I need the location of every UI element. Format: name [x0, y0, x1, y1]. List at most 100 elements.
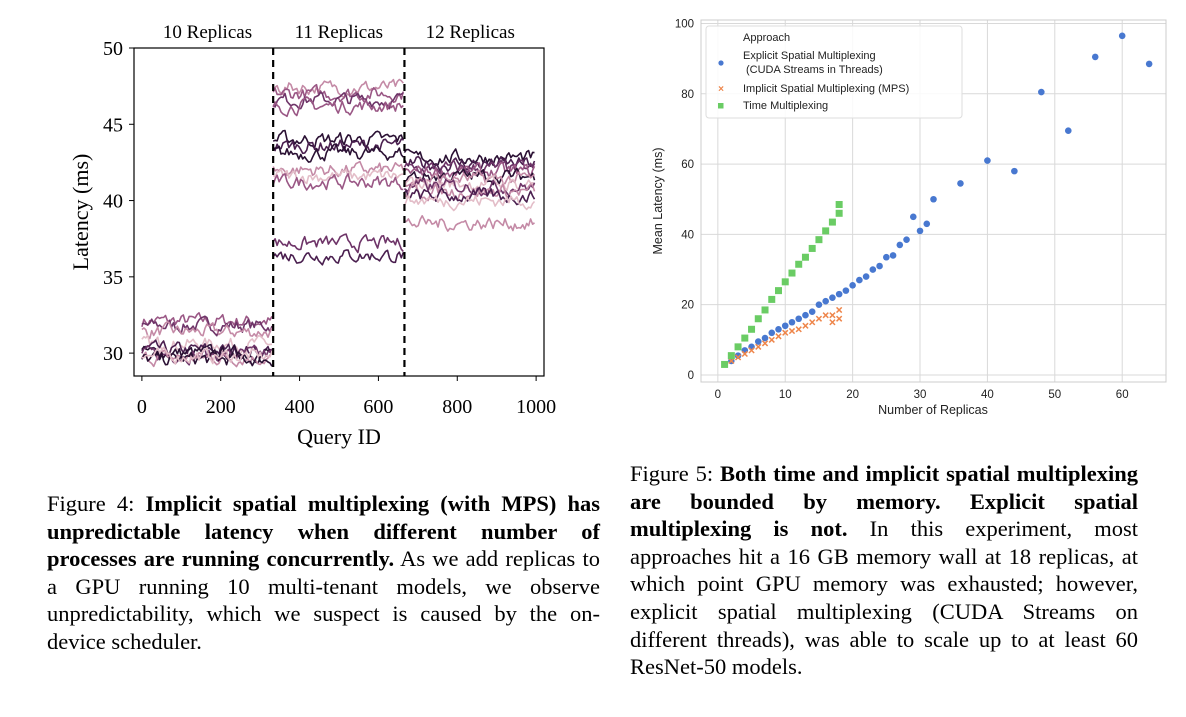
x-axis-ticks: 0 200 400 600 800 1000 [137, 376, 556, 418]
latency-series-line [272, 91, 404, 110]
latency-series-line [403, 161, 536, 180]
plot-frame [700, 19, 1167, 383]
figure-5-caption-text: In this experiment, most approaches hit … [630, 516, 1139, 680]
explicit-point [829, 294, 836, 301]
time-multiplex-point [835, 201, 843, 209]
legend-box [705, 25, 963, 119]
y-tick-label: 80 [681, 89, 694, 101]
legend-marker-explicit [718, 60, 724, 66]
x-tick-label: 800 [442, 396, 472, 418]
legend: Approach Explicit Spatial Multiplexing (… [705, 25, 963, 119]
latency-series-line [272, 168, 404, 185]
explicit-point [876, 262, 883, 270]
time-multiplex-point [721, 360, 729, 368]
explicit-point [862, 273, 870, 280]
latency-series-line [141, 315, 273, 337]
explicit-point [748, 343, 755, 351]
y-axis-ticks: 30 35 40 45 50 [103, 38, 134, 365]
implicit-point [728, 357, 735, 365]
figure-4-latency-chart: 10 Replicas 11 Replicas 12 Replicas 0 200 40… [68, 22, 556, 449]
explicit-point [903, 236, 910, 243]
figure-5-caption-label: Figure 5: [630, 461, 714, 486]
implicit-point [802, 322, 809, 329]
time-multiplex-point [828, 218, 836, 226]
x-tick-label: 10 [779, 389, 792, 401]
figure-4-caption-label: Figure 4: [47, 491, 135, 516]
legend-label-explicit-line2: (CUDA Streams in Threads) [746, 64, 883, 76]
time-multiplex-point [741, 334, 749, 342]
x-axis-label: Query ID [297, 424, 381, 449]
explicit-point [754, 338, 762, 345]
implicit-point [748, 347, 755, 354]
y-tick-label: 30 [103, 343, 123, 365]
time-multiplex-point [795, 260, 803, 268]
figure-4-caption-bold: Implicit spatial multiplexing (with MPS)… [47, 491, 600, 572]
x-tick-label: 30 [914, 389, 927, 401]
time-multiplex-point [748, 325, 756, 333]
explicit-point [822, 297, 829, 305]
latency-series-group [141, 78, 536, 368]
y-tick-label: 100 [675, 19, 694, 31]
explicit-point [849, 282, 856, 289]
explicit-point [815, 301, 823, 308]
y-tick-label: 40 [681, 229, 694, 241]
implicit-point [836, 306, 843, 314]
time-multiplex-point [781, 278, 789, 286]
latency-series-line [272, 143, 404, 163]
explicit-point [842, 287, 850, 294]
legend-marker-implicit: × [718, 84, 724, 95]
implicit-point [822, 312, 829, 319]
x-axis-ticks: 0 10 20 30 40 50 60 [715, 389, 1129, 401]
latency-series-line [141, 344, 273, 366]
explicit-point [781, 322, 789, 330]
plot-frame [133, 47, 545, 377]
explicit-point [1091, 53, 1099, 61]
region-label: 10 Replicas [163, 22, 252, 43]
latency-series-line [141, 350, 273, 367]
time-multiplex-point [768, 295, 776, 303]
figure-4-caption-text: As we add replicas to a GPU running 10 m… [47, 546, 600, 654]
explicit-point [835, 290, 843, 298]
explicit-point [856, 276, 863, 284]
latency-series-line [272, 78, 404, 99]
implicit-point [788, 327, 796, 335]
explicit-point [1145, 60, 1153, 68]
explicit-point [768, 329, 776, 337]
time-multiplex-point [815, 236, 823, 244]
latency-series-line [403, 182, 536, 202]
latency-series-line [141, 346, 273, 365]
time-multiplex-point [761, 306, 769, 314]
latency-series-line [272, 173, 404, 191]
x-axis-label: Number of Replicas [878, 403, 988, 417]
latency-series-line [141, 349, 273, 368]
explicit-point [916, 227, 924, 235]
time-multiplex-point [734, 343, 742, 351]
y-axis-label: Mean Latency (ms) [651, 148, 665, 255]
implicit-point [836, 315, 843, 322]
legend-title: Approach [743, 32, 790, 44]
implicit-point [755, 343, 762, 350]
explicit-point [896, 241, 904, 249]
figure-5-caption-bold: Both time and implicit spatial multiplex… [630, 461, 1139, 542]
time-multiplex-point [754, 315, 762, 323]
x-tick-label: 400 [285, 396, 315, 418]
figure-4-caption: Figure 4: Implicit spatial multiplexing … [47, 490, 600, 656]
x-tick-label: 20 [846, 389, 859, 401]
figure-5-scaling-chart: 0 10 20 30 40 50 60 0 20 40 60 80 100 Number of Rep… [651, 19, 1167, 417]
x-tick-label: 0 [715, 389, 721, 401]
time-multiplex-point [822, 227, 830, 235]
latency-series-line [403, 155, 536, 172]
latency-series-line [403, 148, 535, 166]
implicit-point [734, 354, 742, 361]
legend-label-time: Time Multiplexing [743, 100, 828, 112]
y-tick-label: 50 [103, 38, 123, 60]
y-tick-label: 40 [103, 191, 123, 213]
time-multiplex-point [727, 352, 735, 360]
latency-series-line [272, 129, 405, 149]
implicit-point [829, 312, 836, 319]
explicit-point [883, 253, 890, 261]
y-tick-label: 35 [103, 267, 123, 289]
legend-label-implicit: Implicit Spatial Multiplexing (MPS) [743, 83, 909, 95]
time-multiplex-point [775, 287, 782, 295]
latency-series-line [272, 96, 404, 118]
